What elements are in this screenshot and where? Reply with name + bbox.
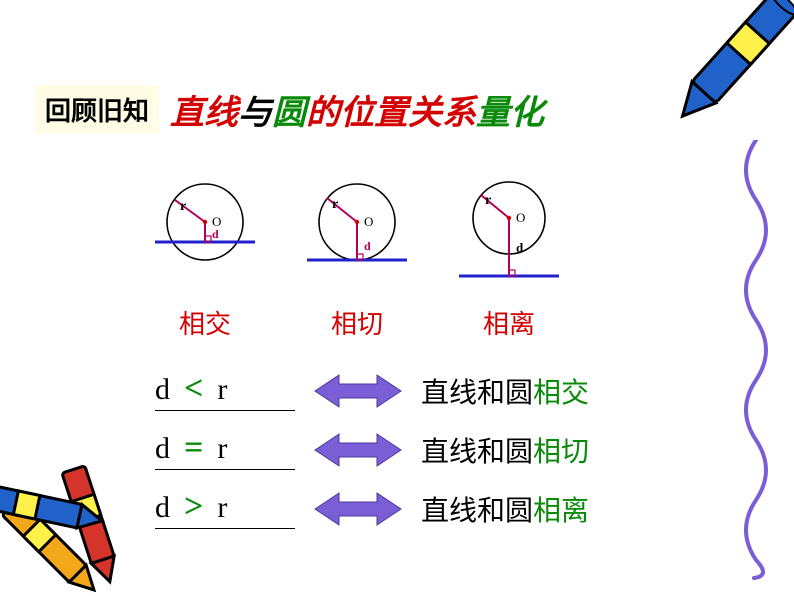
svg-text:r: r — [180, 199, 186, 214]
review-label: 回顾旧知 — [35, 85, 159, 134]
diagram-label-tangent: 相切 — [331, 304, 383, 341]
double-arrow-icon — [313, 430, 403, 470]
page-title: 直线与圆的位置关系量化 — [170, 85, 544, 134]
var-r: r — [217, 491, 227, 525]
circle-separate-icon: r O d — [454, 180, 564, 290]
relation-row-lt: d < r 直线和圆相交 — [155, 370, 589, 411]
desc-tangent: 直线和圆相切 — [421, 430, 589, 470]
svg-text:d: d — [516, 240, 524, 255]
svg-text:r: r — [332, 197, 338, 212]
svg-text:O: O — [516, 210, 525, 225]
relation-row-gt: d > r 直线和圆相离 — [155, 488, 589, 529]
title-part-2: 圆 — [272, 95, 306, 132]
title-part-0: 直线 — [170, 95, 238, 132]
var-r: r — [217, 373, 227, 407]
circle-tangent-icon: r O d — [302, 180, 412, 290]
desc-separate: 直线和圆相离 — [421, 489, 589, 529]
double-arrow-icon — [313, 371, 403, 411]
var-d: d — [155, 373, 170, 407]
relation-row-eq: d = r 直线和圆相切 — [155, 429, 589, 470]
desc-intersect: 直线和圆相交 — [421, 371, 589, 411]
diagram-label-separate: 相离 — [483, 304, 535, 341]
desc-pre: 直线和圆 — [421, 496, 533, 527]
title-part-4: 量化 — [476, 95, 544, 132]
desc-rel: 相交 — [533, 378, 589, 409]
desc-rel: 相离 — [533, 496, 589, 527]
desc-pre: 直线和圆 — [421, 437, 533, 468]
diagram-separate: r O d 相离 — [454, 180, 564, 341]
svg-text:d: d — [364, 239, 371, 253]
circle-intersect-icon: r O d — [150, 180, 260, 290]
crayon-top-icon — [624, 0, 794, 160]
desc-rel: 相切 — [533, 437, 589, 468]
crayons-bottom-icon — [0, 426, 190, 596]
svg-text:r: r — [485, 193, 491, 208]
var-r: r — [217, 432, 227, 466]
double-arrow-icon — [313, 489, 403, 529]
op-lt: < — [184, 370, 203, 408]
diagram-tangent: r O d 相切 — [302, 180, 412, 341]
relations-list: d < r 直线和圆相交 d = r 直线和圆相切 d > r — [155, 370, 589, 529]
squiggle-icon — [726, 140, 786, 580]
title-part-3: 的位置关系 — [306, 95, 476, 132]
svg-text:O: O — [364, 214, 373, 229]
expr-lt: d < r — [155, 370, 295, 411]
svg-text:d: d — [212, 227, 219, 241]
diagrams-row: r O d 相交 r O d 相切 r O — [150, 180, 564, 341]
desc-pre: 直线和圆 — [421, 378, 533, 409]
title-part-1: 与 — [238, 95, 272, 132]
diagram-intersect: r O d 相交 — [150, 180, 260, 341]
diagram-label-intersect: 相交 — [179, 304, 231, 341]
